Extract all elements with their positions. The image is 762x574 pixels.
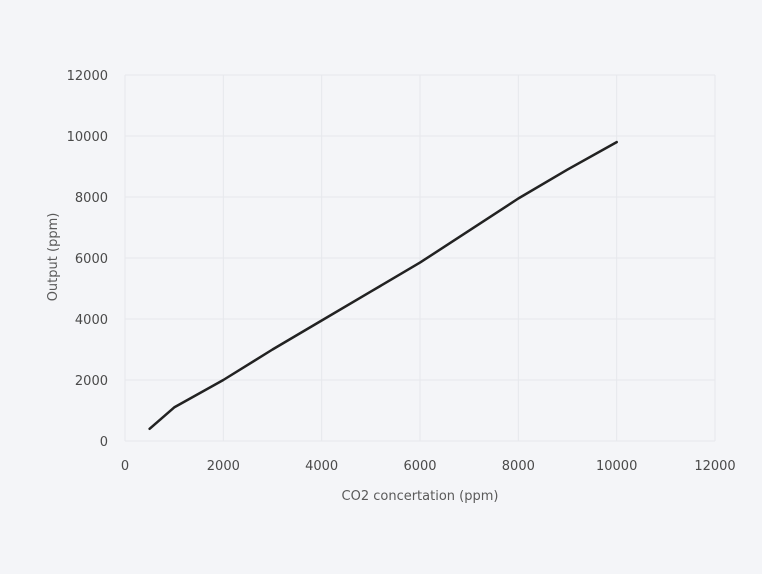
y-tick-label: 4000 bbox=[75, 313, 108, 328]
x-tick-label: 10000 bbox=[596, 459, 637, 474]
x-tick-label: 8000 bbox=[502, 459, 535, 474]
y-tick-label: 8000 bbox=[75, 191, 108, 206]
series-lines bbox=[148, 140, 618, 431]
tick-labels: 0 2000 4000 6000 8000 10000 12000 0 2000 4000 6000… bbox=[67, 69, 736, 474]
y-tick-label: 2000 bbox=[75, 374, 108, 389]
x-tick-label: 0 bbox=[121, 459, 129, 474]
x-axis-label: CO2 concertation (ppm) bbox=[342, 489, 499, 504]
y-axis-label: Output (ppm) bbox=[46, 213, 61, 302]
y-tick-label: 12000 bbox=[67, 69, 108, 84]
x-tick-label: 4000 bbox=[305, 459, 338, 474]
y-tick-label: 0 bbox=[100, 435, 108, 450]
x-tick-label: 2000 bbox=[207, 459, 240, 474]
y-tick-label: 6000 bbox=[75, 252, 108, 267]
x-tick-label: 12000 bbox=[694, 459, 735, 474]
y-tick-label: 10000 bbox=[67, 130, 108, 145]
x-tick-label: 6000 bbox=[403, 459, 436, 474]
series-line bbox=[148, 140, 618, 431]
